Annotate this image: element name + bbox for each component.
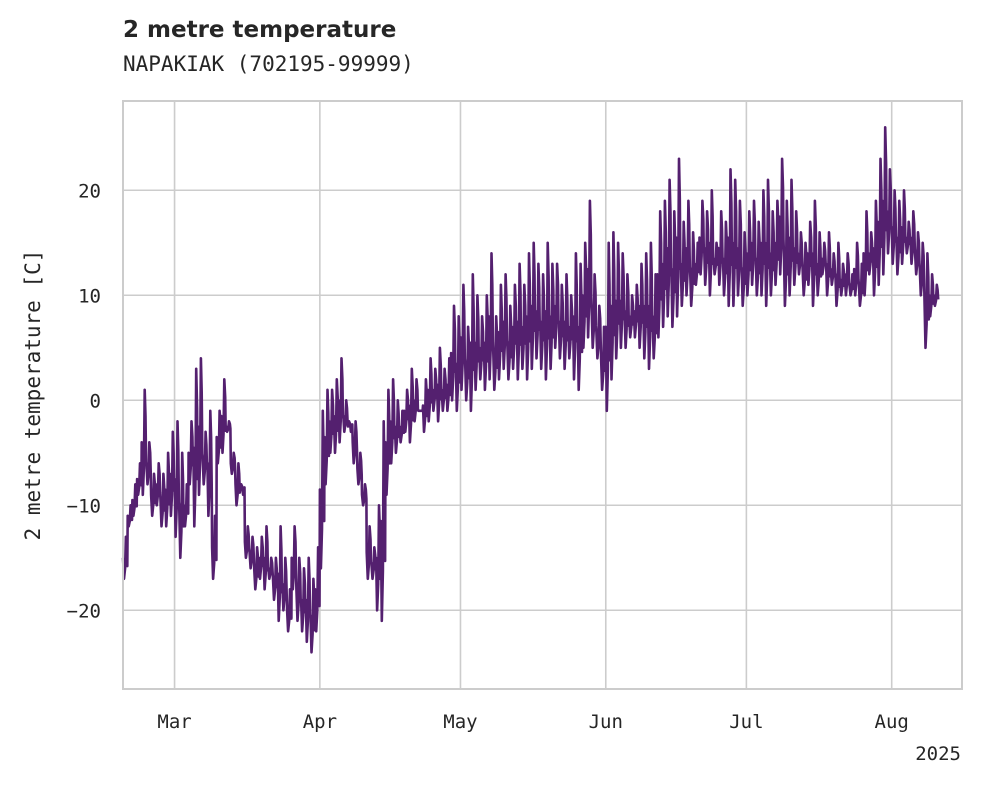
y-tick-label: 20 — [78, 180, 101, 202]
chart-subtitle: NAPAKIAK (702195-99999) — [123, 52, 414, 76]
y-tick-label: −10 — [67, 495, 101, 517]
x-tick-label: Jun — [589, 711, 623, 733]
x-tick-label: May — [443, 711, 477, 733]
x-tick-label: Aug — [875, 711, 909, 733]
x-tick-label: Jul — [729, 711, 763, 733]
x-tick-label: Mar — [157, 711, 191, 733]
y-tick-label: 0 — [90, 390, 101, 412]
y-axis-label: 2 metre temperature [C] — [21, 250, 45, 541]
y-tick-label: 10 — [78, 285, 101, 307]
y-tick-label: −20 — [67, 600, 101, 622]
x-tick-labels: Mar Apr May Jun Jul Aug — [157, 711, 908, 733]
temperature-series-line — [121, 126, 940, 654]
plot-frame — [122, 100, 963, 690]
x-tick-label: Apr — [303, 711, 337, 733]
grid-lines — [123, 101, 962, 689]
chart-title: 2 metre temperature — [123, 17, 397, 43]
year-label: 2025 — [915, 743, 961, 765]
y-tick-labels: −20 −10 0 10 20 — [67, 180, 101, 622]
series-layer — [121, 126, 940, 654]
